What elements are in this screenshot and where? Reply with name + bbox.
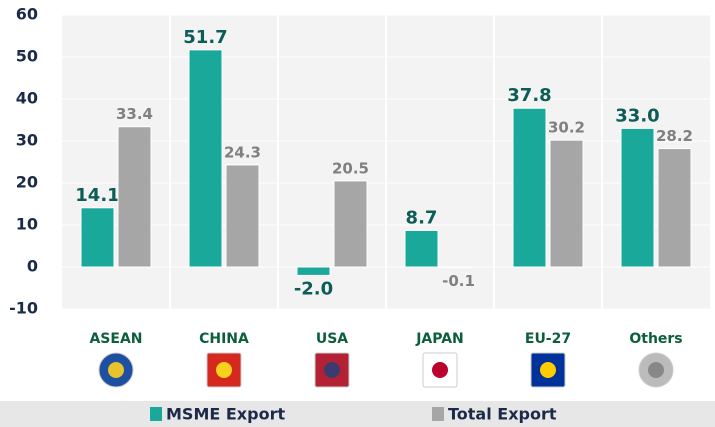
value-label: 24.3 <box>224 143 261 161</box>
y-tick-label: 60 <box>16 5 38 24</box>
value-label: 14.1 <box>75 185 119 206</box>
y-tick-label: 10 <box>16 215 38 234</box>
legend-box <box>0 401 715 427</box>
bar <box>226 165 259 267</box>
value-label: 33.4 <box>116 105 153 123</box>
value-label: -0.1 <box>442 272 475 290</box>
category-icon-detail <box>432 362 448 378</box>
category-icon-detail <box>324 362 340 378</box>
y-tick-label: 0 <box>27 257 38 276</box>
value-label: -2.0 <box>294 278 333 299</box>
y-tick-label: -10 <box>9 299 38 318</box>
chart: -10 0 10 20 30 40 50 60 ASEAN 14.1 33.4 CHINA 51.7 24… <box>0 0 715 427</box>
value-label: 33.0 <box>615 105 659 126</box>
x-tick-label: CHINA <box>199 331 249 347</box>
y-tick-label: 50 <box>16 47 38 66</box>
y-tick-label: 20 <box>16 173 38 192</box>
legend-swatch <box>432 407 444 421</box>
category-icon-detail <box>216 362 232 378</box>
bar <box>297 267 330 275</box>
legend-label: MSME Export <box>166 405 285 424</box>
x-tick-label: ASEAN <box>89 331 142 347</box>
value-label: 37.8 <box>507 85 551 106</box>
bar <box>621 128 654 267</box>
bar <box>118 127 151 267</box>
category-icon-detail <box>108 362 124 378</box>
x-tick-label: Others <box>629 331 682 347</box>
value-label: 30.2 <box>548 119 585 137</box>
x-tick-label: USA <box>316 331 348 347</box>
x-tick-label: EU-27 <box>525 331 571 347</box>
category-icon-detail <box>540 362 556 378</box>
y-tick-label: 40 <box>16 89 38 108</box>
bar <box>405 230 438 267</box>
bar <box>658 149 691 267</box>
value-label: 28.2 <box>656 127 693 145</box>
bar <box>550 140 583 267</box>
x-tick-label: JAPAN <box>415 331 464 347</box>
legend-label: Total Export <box>448 405 557 424</box>
value-label: 20.5 <box>332 159 369 177</box>
bar <box>81 208 114 267</box>
bar <box>334 181 367 267</box>
value-label: 8.7 <box>406 207 438 228</box>
bar <box>189 50 222 267</box>
value-label: 51.7 <box>183 27 227 48</box>
category-icon-detail <box>648 362 664 378</box>
y-tick-label: 30 <box>16 131 38 150</box>
legend-swatch <box>150 407 162 421</box>
bar <box>513 108 546 267</box>
